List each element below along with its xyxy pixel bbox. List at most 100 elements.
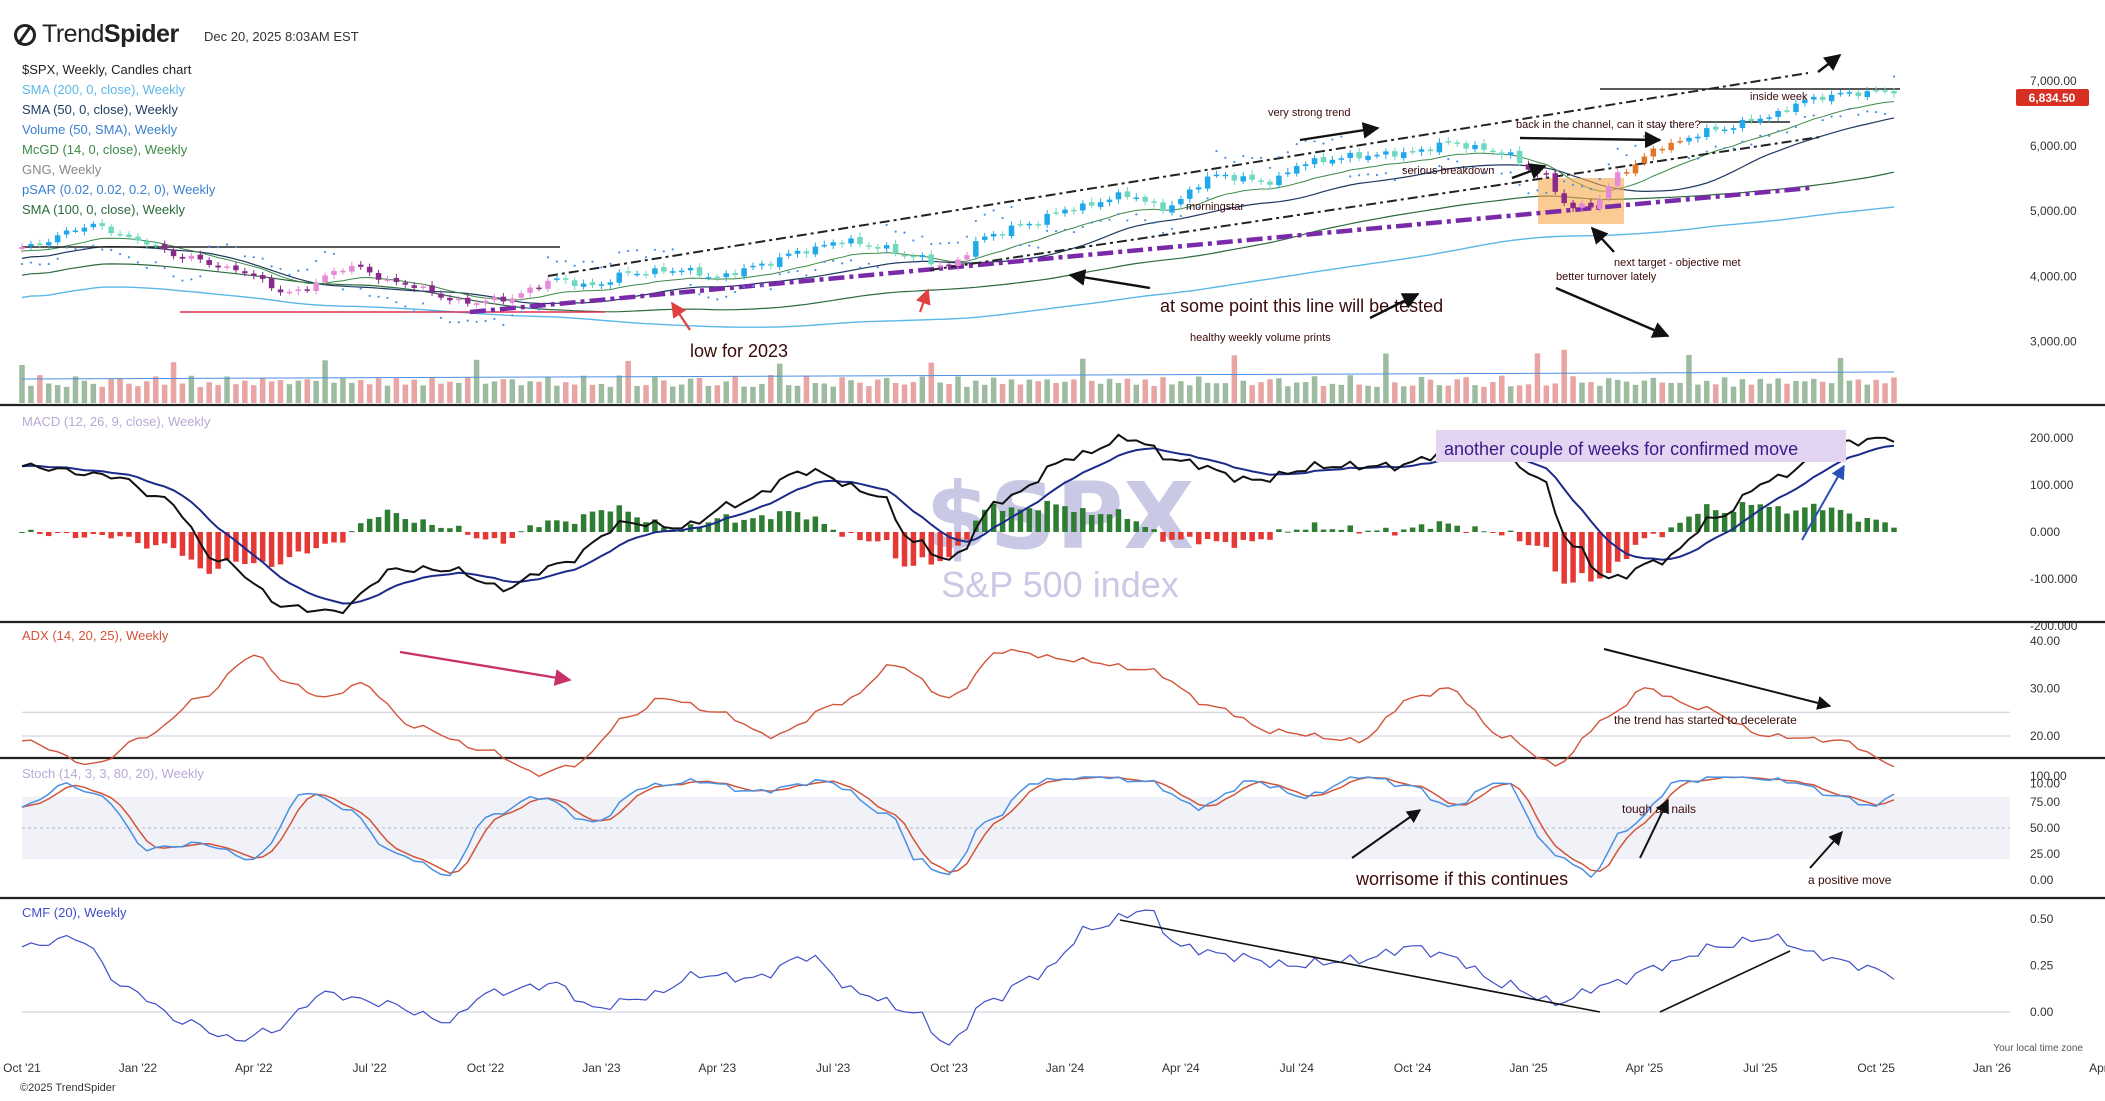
psar-dot [1803,115,1806,119]
candle-body [732,272,738,276]
macd-line [21,433,1895,615]
volume-bar [473,359,480,403]
candle-body [1124,191,1131,197]
psar-dot [181,279,184,282]
candle-body [1008,225,1015,237]
psar-dot [511,314,514,317]
psar-dot [1678,121,1682,124]
volume-bar [990,377,997,403]
macd-histogram-bar [1142,527,1148,532]
legend-volume[interactable]: Volume (50, SMA), Weekly [22,122,178,137]
volume-bar [242,380,248,403]
psar-dot [529,306,532,309]
volume-bar [375,378,382,403]
macd-histogram-bar [794,512,801,532]
volume-bar [1302,382,1309,403]
candle-body [1730,128,1737,130]
psar-dot [600,266,603,269]
psar-dot [261,257,264,260]
psar-dot [1750,143,1753,146]
macd-histogram-bar [839,532,845,537]
psar-dot [368,294,371,297]
legend-sma200[interactable]: SMA (200, 0, close), Weekly [22,82,186,97]
psar-dot [1491,167,1494,171]
candle-body [63,230,70,235]
candle-body [678,270,685,273]
macd-histogram-bar [313,532,319,549]
legend-sma50[interactable]: SMA (50, 0, close), Weekly [22,102,178,117]
psar-dot [439,316,443,319]
timezone-label[interactable]: Your local time zone [1993,1043,2083,1054]
macd-histogram-bar [759,515,765,532]
legend-gng[interactable]: GNG, Weekly [22,162,102,177]
last-price-badge [2016,89,2089,106]
volume-bar [1017,384,1024,403]
volume-bar [759,383,765,403]
candle-body [1837,92,1844,95]
macd-histogram-bar [1543,532,1550,548]
psar-dot [430,310,434,313]
candle-body [1151,201,1157,203]
macd-histogram-bar [375,517,382,532]
volume-bar [732,375,738,403]
candle-body [464,297,471,304]
macd-histogram-bar [340,532,346,543]
volume-bar [456,382,462,403]
cmf-rising-line [1659,950,1791,1013]
price-annotation: inside week [1750,91,1808,103]
candle-body [759,263,765,266]
candle-body [661,267,667,272]
watermark-name: S&P 500 index [941,564,1179,605]
macd-histogram-bar [117,532,123,537]
macd-histogram-bar [1454,525,1460,532]
macd-histogram-bar [384,509,391,532]
volume-bar [90,383,97,403]
volume-bar [1739,379,1746,403]
psar-dot [1768,134,1771,138]
psar-dot [484,319,487,323]
volume-bar [233,384,239,403]
macd-histogram-bar [1534,532,1541,546]
adx-line [21,648,1895,778]
stoch-axis-tick: 50.00 [2030,821,2060,835]
psar-dot [974,219,977,223]
psar-dot [234,245,238,248]
legend-mcgd[interactable]: McGD (14, 0, close), Weekly [22,142,188,157]
legend-psar[interactable]: pSAR (0.02, 0.02, 0.2, 0), Weekly [22,182,216,197]
macd-histogram-bar [1463,532,1469,533]
macd-histogram-bar [1008,507,1015,532]
psar-dot [243,255,246,258]
psar-dot [983,213,986,216]
candle-body [1044,213,1050,225]
volume-bar [126,383,132,403]
psar-dot [1224,156,1227,159]
candle-body [750,265,756,268]
candle-body [563,278,569,280]
psar-dot [662,250,665,253]
volume-bar [776,363,783,403]
volume-bar [37,375,43,403]
macd-histogram-bar [1570,532,1576,583]
macd-histogram-bar [1320,529,1327,532]
macd-histogram-bar [1695,513,1701,532]
volume-bar [215,384,221,403]
candle-body [1793,103,1799,112]
candle-body [375,273,382,280]
macd-histogram-bar [1748,504,1755,532]
macd-histogram-bar [1017,509,1024,532]
psar-dot [38,263,41,266]
legend-sma100[interactable]: SMA (100, 0, close), Weekly [22,202,186,217]
candle-body [1017,223,1024,226]
candle-body [54,235,61,243]
psar-dot [1206,197,1209,200]
candle-body [144,241,150,245]
volume-bar [1695,384,1701,403]
psar-dot [573,264,576,267]
macd-histogram-bar [1757,504,1764,532]
candle-body [705,277,712,279]
candle-body [1525,164,1532,170]
volume-bar [1445,385,1452,403]
volume-bar [152,376,159,403]
volume-bar [224,376,230,403]
adx-annotation: the trend has started to decelerate [1614,713,1797,727]
